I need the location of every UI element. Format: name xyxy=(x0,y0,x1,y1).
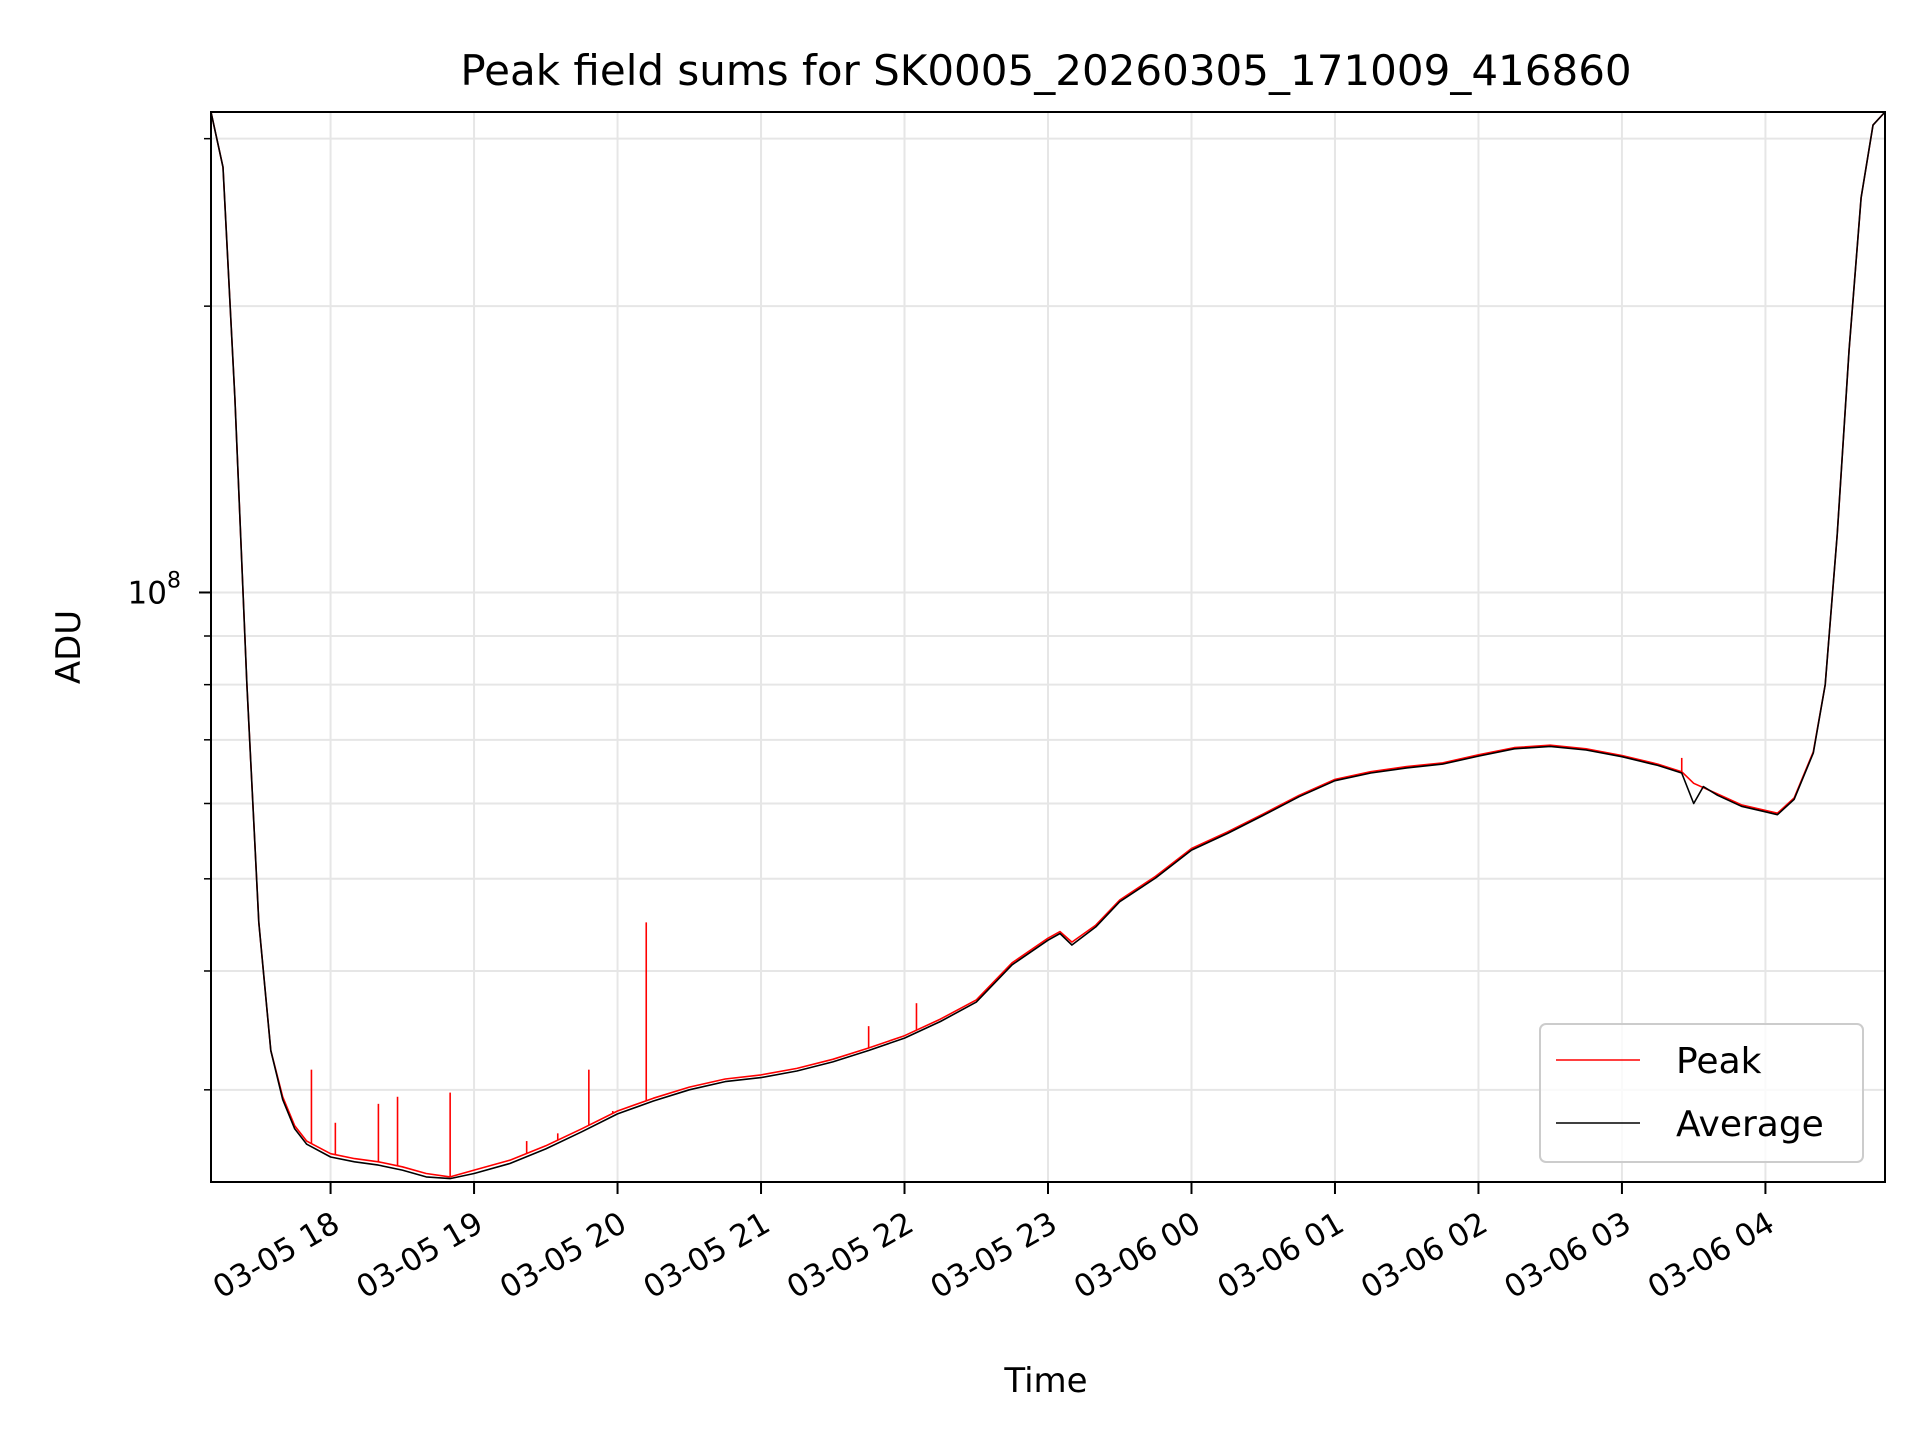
grid xyxy=(211,112,1885,1182)
legend: Peak Average xyxy=(1539,1023,1864,1163)
series-line-peak xyxy=(210,111,1886,1178)
y-axis-label: ADU xyxy=(49,610,89,684)
legend-label-peak: Peak xyxy=(1676,1041,1762,1082)
series-line-average xyxy=(210,111,1886,1180)
legend-box xyxy=(1539,1023,1864,1163)
plot-area xyxy=(210,111,1886,1180)
y-axis: 108 xyxy=(128,137,211,1091)
legend-label-average: Average xyxy=(1676,1104,1824,1145)
chart-title: Peak field sums for SK0005_20260305_1710… xyxy=(460,46,1631,95)
x-axis-label: Time xyxy=(1003,1361,1087,1401)
